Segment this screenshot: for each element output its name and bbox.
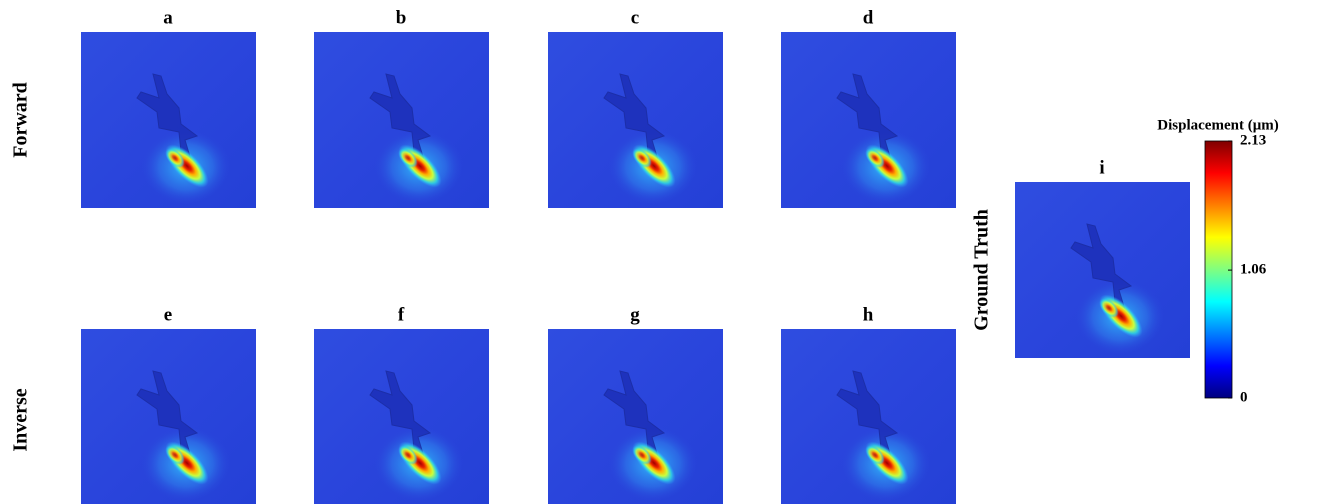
heatmap-panel [1015,182,1190,358]
colorbar-tick-label: 1.06 [1240,262,1267,278]
heatmap-panel [781,329,956,504]
heatmap-panel [81,32,256,208]
heatmap-panel [314,32,489,208]
row-label: Forward [10,82,32,158]
heatmap-panel [548,32,723,208]
figure: a b c d e f g h Forward Inverse Ground Truth i Displ… [0,0,1319,504]
panel-label: g [630,304,640,325]
row-label: Inverse [10,388,32,451]
panel-label: a [163,7,173,28]
panel-label: c [631,7,639,28]
panel-label: i [1099,157,1104,178]
panel-label: h [863,304,874,325]
heatmap-panel [81,329,256,504]
panel-label: d [863,7,874,28]
panel-label: e [164,304,172,325]
heatmap-panel [314,329,489,504]
colorbar-title: Displacement (μm) [1157,117,1278,133]
heatmap-panel [548,329,723,504]
heatmap-panel [781,32,956,208]
panel-label: f [398,304,405,325]
ground-truth-label: Ground Truth [971,209,993,331]
panel-label: b [396,7,407,28]
colorbar-tick-label: 0 [1240,389,1248,405]
colorbar-tick-label: 2.13 [1240,132,1266,148]
colorbar [1205,141,1232,398]
